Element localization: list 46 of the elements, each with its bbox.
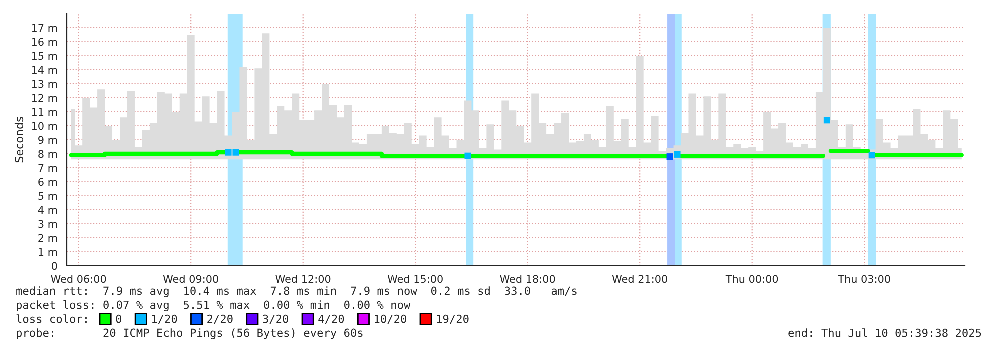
legend-label: 0 (116, 314, 122, 324)
y-tick-label: 0 (52, 262, 58, 270)
legend-label: 2/20 (208, 314, 233, 324)
legend-title: loss color: (16, 314, 87, 324)
y-tick-label: 6 m (38, 178, 58, 186)
point (868, 152, 876, 159)
point (225, 149, 232, 156)
y-tick-label: 2 m (38, 234, 58, 242)
x-tick-label: Wed 06:00 (51, 275, 106, 284)
x-tick-label: Wed 09:00 (163, 275, 218, 284)
x-tick-label: Wed 15:00 (388, 275, 443, 284)
x-tick-label: Thu 03:00 (838, 275, 890, 284)
text: probe: 20 ICMP Echo Pings (56 Bytes) every 60s (17, 328, 363, 340)
y-tick-label: 5 m (38, 192, 58, 200)
legend-label: 3/20 (263, 314, 288, 324)
y-tick-label: 14 m (32, 66, 58, 74)
y-tick-label: 13 m (32, 80, 58, 88)
point (824, 117, 830, 124)
text: end: Thu Jul 10 05:39:38 2025 (788, 328, 982, 338)
point (232, 149, 240, 156)
point (666, 154, 674, 160)
x-tick-label: Wed 18:00 (500, 275, 556, 284)
x-tick-label: Thu 00:00 (726, 275, 778, 284)
legend-label: 10/20 (375, 314, 406, 324)
y-tick-label: 10 m (32, 122, 58, 130)
point (464, 152, 472, 160)
point (674, 151, 681, 158)
y-axis-title: Seconds (14, 117, 24, 163)
y-tick-label: 9 m (38, 136, 58, 144)
y-tick-label: 7 m (38, 164, 58, 172)
y-tick-label: 15 m (32, 52, 58, 60)
y-tick-label: 4 m (38, 206, 58, 214)
x-tick-label: Wed 21:00 (612, 275, 668, 284)
y-tick-label: 12 m (32, 94, 58, 102)
x-tick-label: Wed 12:00 (276, 275, 331, 284)
y-tick-label: 1 m (39, 248, 58, 256)
legend-label: 4/20 (318, 314, 344, 324)
y-tick-label: 8 m (38, 150, 58, 158)
y-tick-label: 16 m (32, 38, 58, 46)
legend-label: 1/20 (152, 314, 178, 324)
legend-label: 19/20 (437, 314, 469, 324)
y-tick-label: 17 m (32, 24, 58, 32)
text: packet loss: 0.07 % avg 5.51 % max 0.00 % min 0.00 % now (17, 300, 411, 312)
y-tick-label: 3 m (38, 220, 58, 228)
y-tick-label: 11 m (32, 108, 58, 116)
text: median rtt: 7.9 ms avg 10.4 ms max 7.8 ms min 7.9 ms now 0.2 ms sd 33.0 am/s (16, 286, 577, 298)
